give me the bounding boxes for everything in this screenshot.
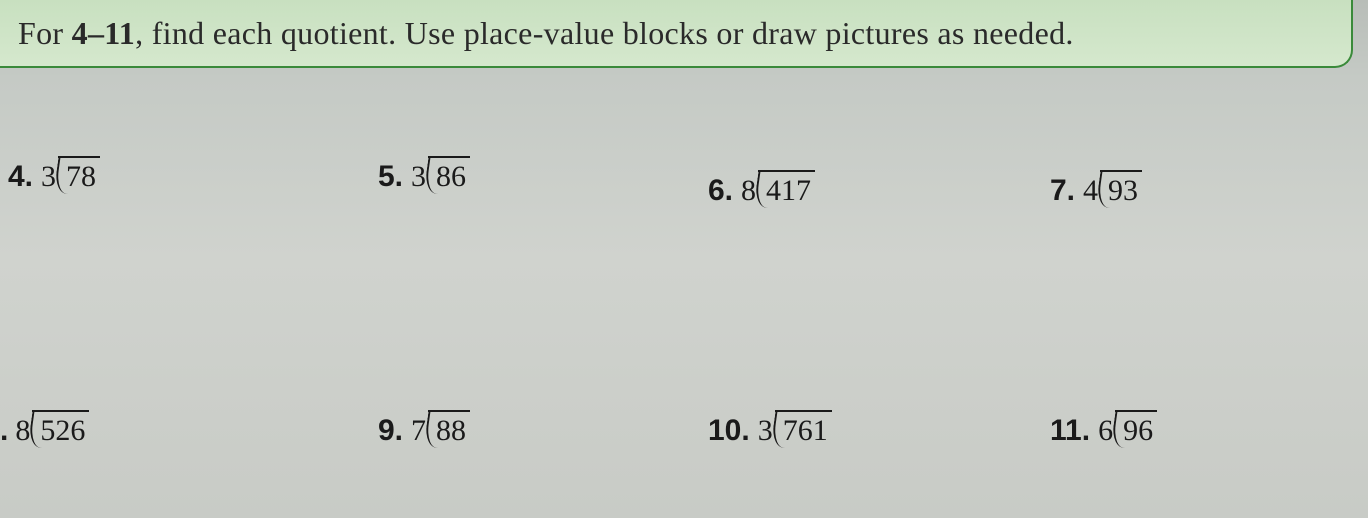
problem-6: 6. 8 417: [708, 172, 811, 208]
instruction-range: 4–11: [72, 15, 135, 51]
problems-area: 4. 3 78 5. 3 86 6. 8 417 7. 4 93 . 8 526: [0, 90, 1368, 518]
long-division-icon: 3 86: [411, 158, 466, 194]
instruction-rest: , find each quotient. Use place-value bl…: [135, 15, 1074, 51]
dividend: 417: [758, 172, 811, 208]
dividend: 86: [428, 158, 466, 194]
problem-7: 7. 4 93: [1050, 172, 1138, 208]
problem-number: 4.: [8, 160, 33, 194]
problem-number: .: [0, 414, 7, 448]
problem-5: 5. 3 86: [378, 158, 466, 194]
problem-11: 11. 6 96: [1050, 412, 1153, 448]
problem-number: 7.: [1050, 174, 1075, 208]
long-division-icon: 7 88: [411, 412, 466, 448]
problem-number: 11.: [1050, 414, 1090, 448]
problem-number: 5.: [378, 160, 403, 194]
dividend: 78: [58, 158, 96, 194]
problem-number: 9.: [378, 414, 403, 448]
dividend: 93: [1100, 172, 1138, 208]
long-division-icon: 3 78: [41, 158, 96, 194]
dividend: 88: [428, 412, 466, 448]
problem-number: 6.: [708, 174, 733, 208]
long-division-icon: 8 526: [15, 412, 85, 448]
dividend: 526: [32, 412, 85, 448]
problem-8: . 8 526: [0, 412, 85, 448]
problem-4: 4. 3 78: [8, 158, 96, 194]
long-division-icon: 4 93: [1083, 172, 1138, 208]
problem-10: 10. 3 761: [708, 412, 828, 448]
problem-9: 9. 7 88: [378, 412, 466, 448]
instruction-box: For 4–11, find each quotient. Use place-…: [0, 0, 1353, 68]
problem-number: 10.: [708, 414, 750, 448]
dividend: 761: [775, 412, 828, 448]
instruction-text: For 4–11, find each quotient. Use place-…: [18, 15, 1074, 52]
long-division-icon: 6 96: [1098, 412, 1153, 448]
divisor: 3: [758, 414, 775, 448]
dividend: 96: [1115, 412, 1153, 448]
long-division-icon: 3 761: [758, 412, 828, 448]
instruction-prefix: For: [18, 15, 72, 51]
long-division-icon: 8 417: [741, 172, 811, 208]
